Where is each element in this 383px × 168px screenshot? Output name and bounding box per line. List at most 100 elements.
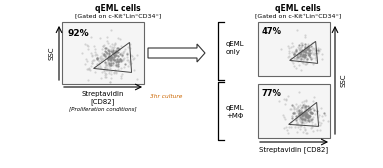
Point — [301, 126, 307, 129]
Point — [306, 54, 312, 57]
Point — [111, 58, 117, 61]
Point — [124, 52, 130, 55]
Point — [291, 56, 297, 59]
Point — [117, 58, 123, 60]
Point — [298, 50, 304, 53]
Text: SSC: SSC — [341, 73, 347, 87]
Point — [105, 47, 111, 50]
Point — [113, 54, 119, 56]
Point — [109, 55, 115, 58]
Point — [281, 98, 287, 100]
Point — [304, 120, 310, 122]
Point — [287, 107, 293, 110]
Text: 92%: 92% — [67, 29, 88, 38]
Point — [304, 52, 310, 54]
Point — [300, 53, 306, 56]
Point — [295, 52, 301, 55]
Point — [305, 45, 311, 48]
Point — [296, 124, 303, 127]
Point — [104, 36, 110, 39]
Point — [117, 38, 123, 40]
Point — [307, 49, 313, 51]
Point — [298, 52, 304, 55]
Point — [102, 61, 108, 64]
Point — [102, 66, 108, 68]
Point — [103, 69, 109, 72]
Point — [283, 126, 289, 129]
Point — [92, 66, 98, 68]
Point — [305, 47, 311, 49]
Point — [301, 129, 308, 132]
Point — [301, 109, 308, 112]
Point — [302, 63, 308, 66]
Point — [298, 120, 304, 123]
Point — [93, 62, 100, 65]
Text: [Proliferation conditions]: [Proliferation conditions] — [69, 106, 137, 111]
Point — [303, 111, 309, 113]
Point — [99, 51, 105, 54]
Point — [118, 53, 124, 56]
Point — [303, 132, 309, 134]
Point — [316, 46, 322, 49]
Point — [304, 47, 310, 49]
Point — [301, 100, 307, 103]
Point — [306, 120, 312, 122]
Point — [309, 121, 315, 124]
Point — [112, 43, 118, 45]
Point — [282, 117, 288, 120]
Point — [105, 59, 111, 62]
Text: 47%: 47% — [262, 27, 282, 36]
Point — [308, 118, 314, 121]
Point — [296, 64, 302, 67]
Point — [302, 118, 308, 121]
Point — [290, 45, 296, 48]
Point — [300, 131, 306, 134]
Point — [113, 48, 119, 51]
Point — [302, 43, 308, 46]
Point — [301, 49, 307, 51]
Point — [95, 59, 101, 62]
Point — [318, 122, 324, 124]
Point — [292, 126, 298, 129]
Point — [309, 126, 316, 129]
Point — [104, 40, 110, 43]
Point — [116, 59, 122, 61]
Point — [114, 51, 120, 54]
Point — [99, 48, 105, 50]
Point — [108, 76, 115, 79]
Point — [288, 45, 294, 48]
Point — [112, 53, 118, 55]
Text: 77%: 77% — [262, 89, 282, 98]
Point — [108, 73, 115, 76]
Point — [107, 55, 113, 58]
Point — [300, 57, 306, 60]
Point — [289, 114, 295, 117]
Point — [97, 65, 103, 68]
Point — [314, 48, 321, 51]
Point — [293, 49, 299, 52]
Point — [303, 113, 309, 115]
Point — [291, 51, 297, 54]
Point — [306, 120, 312, 122]
Point — [112, 58, 118, 61]
Point — [101, 68, 107, 71]
Point — [118, 67, 124, 70]
Point — [300, 115, 306, 118]
Bar — [62, 22, 144, 84]
Point — [102, 57, 108, 60]
Point — [101, 69, 107, 72]
Point — [308, 57, 314, 60]
Point — [94, 62, 100, 65]
Point — [305, 115, 311, 117]
Point — [315, 49, 321, 52]
Point — [306, 49, 312, 52]
Point — [306, 46, 312, 48]
Point — [311, 53, 317, 55]
Point — [113, 65, 119, 68]
Point — [300, 113, 306, 115]
Point — [291, 56, 298, 59]
Point — [299, 61, 305, 64]
Point — [309, 42, 316, 45]
Point — [120, 51, 126, 54]
Point — [106, 67, 113, 70]
